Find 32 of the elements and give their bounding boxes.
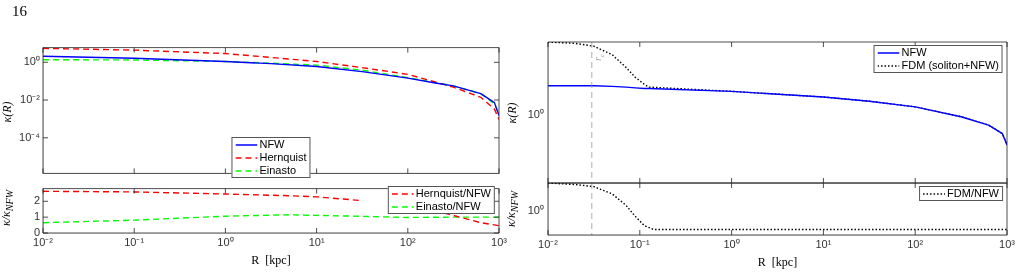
text: 10⁰ (527, 106, 544, 120)
y-tick-label: 10⁰ (23, 55, 40, 68)
y-tick-label: 2 (33, 194, 40, 207)
legend-label: Einasto/NFW (415, 200, 481, 213)
y-tick-label: 10⁻⁴ (19, 130, 41, 143)
x-tick-label: 10¹ (308, 235, 325, 248)
x-tick-label: 10³ (491, 235, 508, 248)
x-tick-label: 10¹ (815, 237, 832, 250)
legend-label: FDM/NFW (947, 187, 999, 200)
legend-label: Hernquist/NFW (415, 187, 491, 200)
text: 10⁰ (527, 202, 544, 217)
y-tick-label: 1 (33, 210, 40, 223)
x-tick-label: 10⁻¹ (124, 235, 145, 248)
y-axis-title: κ(R) (504, 101, 520, 124)
x-tick-label: 10⁰ (723, 237, 740, 250)
x-tick-label: 10² (399, 235, 417, 248)
x-tick-label: 10⁻¹ (629, 237, 651, 250)
y-axis-title: κ(R) (0, 101, 15, 123)
y-tick-label: 0 (33, 226, 40, 239)
x-axis-title: R [kpc] (251, 253, 291, 268)
text: 16 (12, 3, 27, 20)
x-tick-label: 10³ (999, 237, 1016, 250)
legend-label: FDM (soliton+NFW) (901, 59, 999, 72)
x-tick-label: 10² (907, 237, 924, 250)
y-tick-label: 10⁻² (20, 93, 41, 106)
x-tick-label: 10⁻² (538, 237, 559, 250)
x-tick-label: 10⁰ (217, 235, 234, 248)
x-axis-title: R [kpc] (757, 255, 798, 270)
legend-label: NFW (259, 138, 285, 151)
legend-label: Einasto (259, 164, 297, 177)
legend-label: Hernquist (259, 151, 307, 164)
legend-label: NFW (901, 46, 927, 59)
